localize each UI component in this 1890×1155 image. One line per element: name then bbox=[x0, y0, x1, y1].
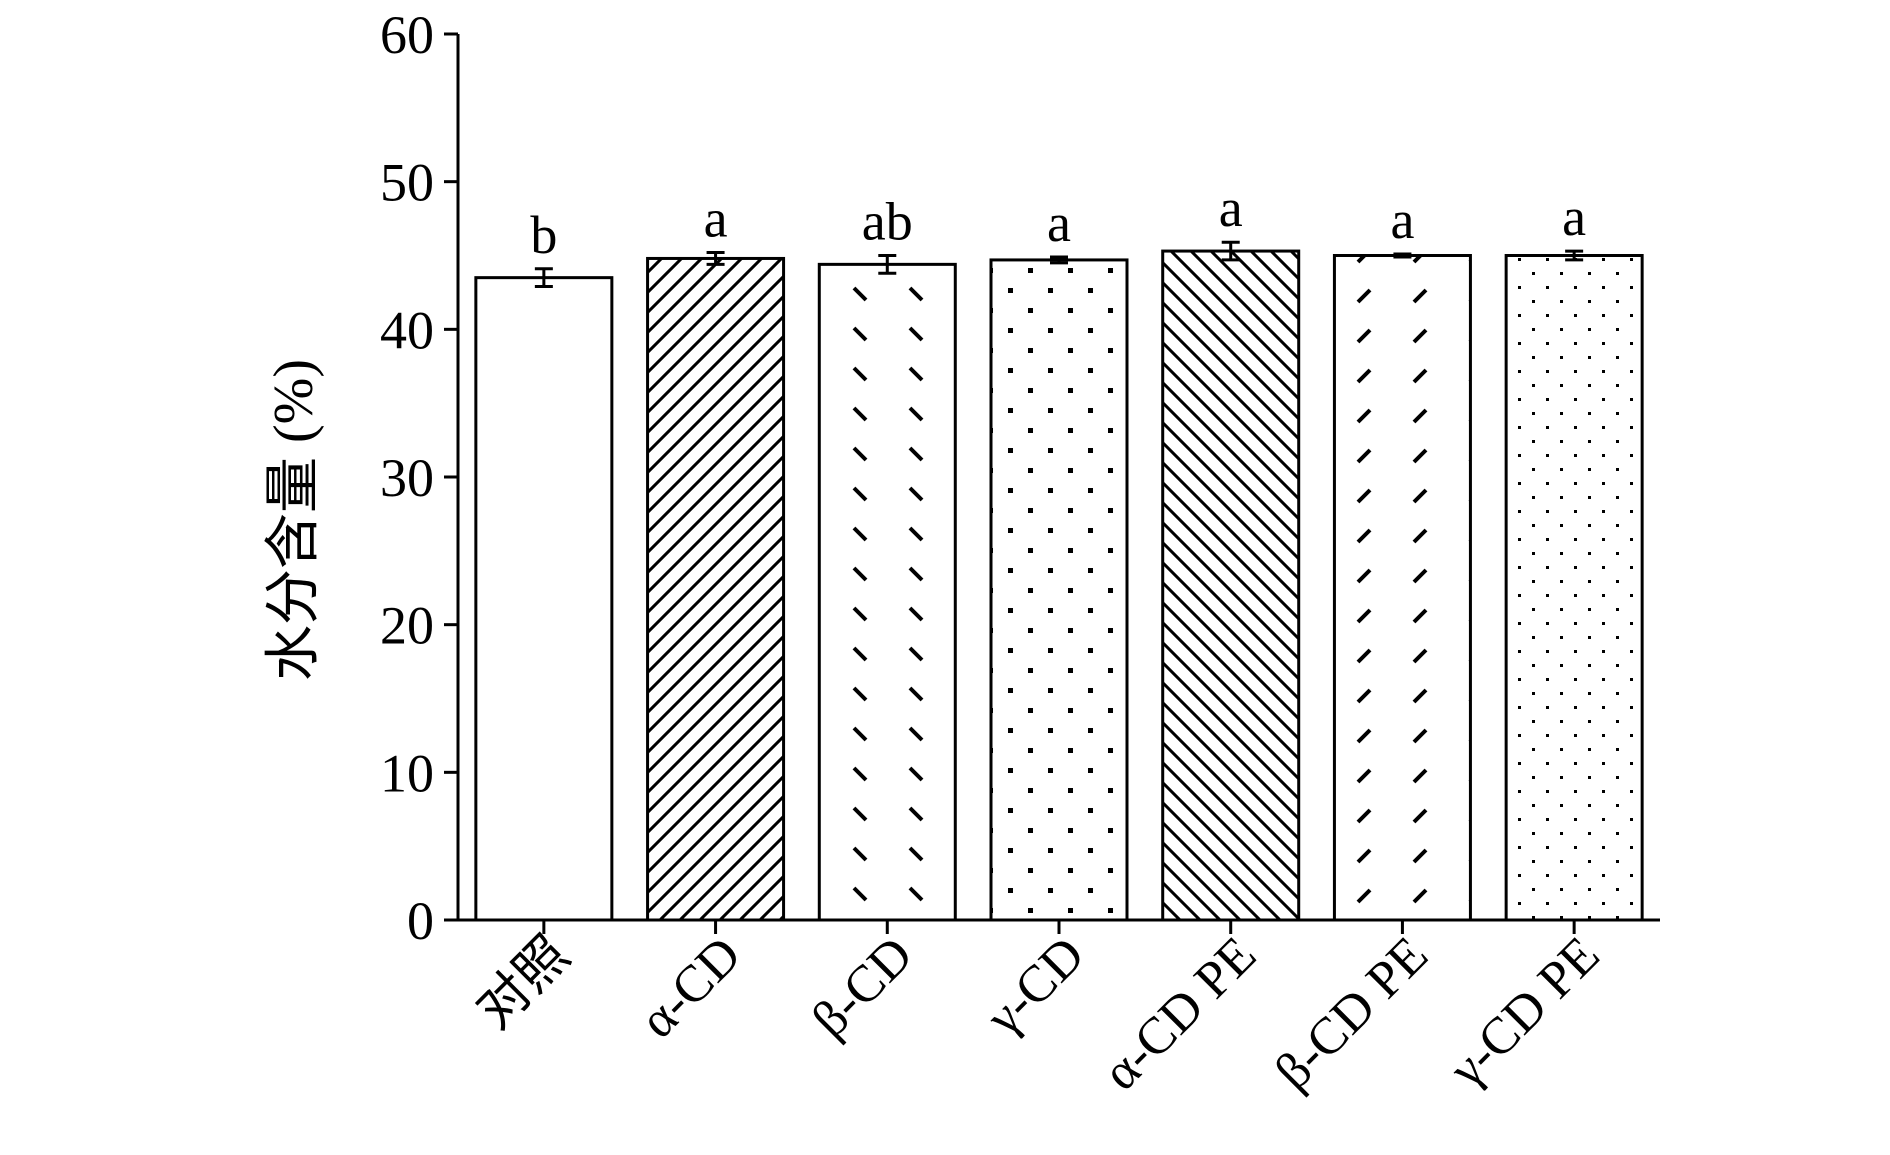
y-axis: 0 10 20 30 40 50 60 bbox=[380, 5, 460, 951]
category-label: γ-CD bbox=[975, 926, 1096, 1047]
bar bbox=[989, 258, 1129, 922]
error-bars bbox=[534, 240, 1584, 289]
significance-label: a bbox=[1562, 187, 1586, 247]
bar bbox=[474, 276, 614, 922]
category-label: β-CD PE bbox=[1264, 926, 1438, 1100]
y-tick-label: 10 bbox=[380, 743, 434, 803]
significance-label: ab bbox=[862, 192, 913, 252]
category-label: α-CD bbox=[629, 926, 752, 1049]
significance-labels: b a ab a a a a bbox=[530, 178, 1586, 265]
significance-label: a bbox=[704, 189, 728, 249]
significance-label: a bbox=[1219, 178, 1243, 238]
y-tick-label: 60 bbox=[380, 5, 434, 65]
significance-label: a bbox=[1390, 190, 1414, 250]
bar bbox=[646, 256, 786, 922]
category-label: β-CD bbox=[801, 926, 923, 1048]
y-tick-label: 20 bbox=[380, 596, 434, 656]
bar bbox=[1332, 254, 1472, 922]
y-tick-label: 30 bbox=[380, 448, 434, 508]
bar bbox=[817, 262, 957, 922]
category-label: α-CD PE bbox=[1092, 926, 1267, 1101]
category-label: 对照 bbox=[466, 926, 580, 1040]
y-tick-label: 40 bbox=[380, 300, 434, 360]
y-tick-label: 0 bbox=[407, 891, 434, 951]
y-axis-label: 水分含量 (%) bbox=[263, 359, 325, 681]
bars bbox=[474, 249, 1644, 922]
bar bbox=[1161, 249, 1301, 922]
y-tick-label: 50 bbox=[380, 153, 434, 213]
bar bbox=[1504, 254, 1644, 922]
category-labels: 对照 α-CD β-CD γ-CDα-CD PEβ-CD PE γ-CD PE bbox=[466, 926, 1610, 1101]
significance-label: b bbox=[530, 205, 557, 265]
significance-label: a bbox=[1047, 193, 1071, 253]
category-label: γ-CD PE bbox=[1438, 926, 1611, 1099]
